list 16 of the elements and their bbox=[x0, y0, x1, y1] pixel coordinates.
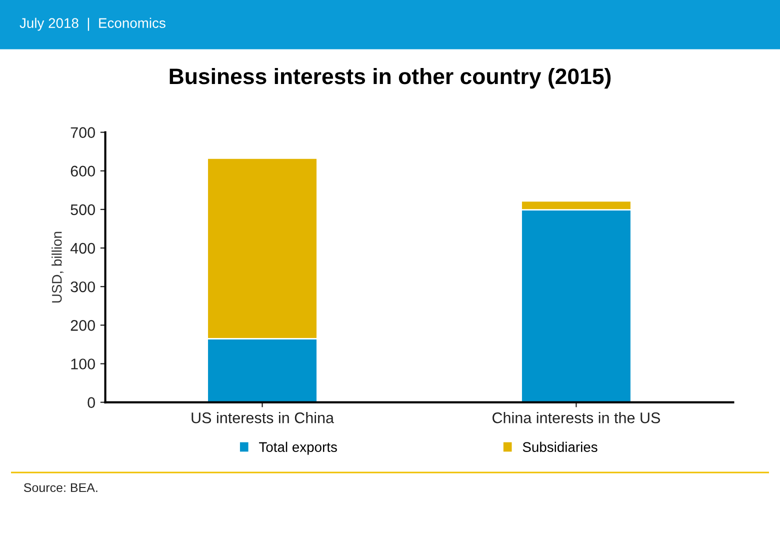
text: July 2018 | Economics bbox=[20, 18, 166, 31]
y-tick-label: 600 bbox=[70, 166, 95, 177]
x-tick-label: China interests in the US bbox=[492, 412, 660, 424]
y-tick-label: 300 bbox=[70, 281, 95, 292]
chart-title: Business interests in other country (2015) bbox=[170, 68, 611, 89]
y-tick-label: 100 bbox=[71, 358, 95, 370]
y-axis-title: USD, billion bbox=[52, 232, 64, 303]
legend-label: Total exports bbox=[259, 442, 337, 455]
x-tick-label: US interests in China bbox=[192, 412, 334, 424]
y-tick-label: 0 bbox=[88, 397, 95, 408]
y-tick-label: 200 bbox=[70, 320, 95, 331]
y-tick-label: 500 bbox=[70, 204, 95, 216]
y-tick-label: 700 bbox=[70, 127, 95, 138]
y-tick-label: 400 bbox=[70, 242, 95, 254]
legend-label: Subsidiaries bbox=[522, 442, 598, 452]
source-note: Source: BEA. bbox=[24, 483, 98, 492]
